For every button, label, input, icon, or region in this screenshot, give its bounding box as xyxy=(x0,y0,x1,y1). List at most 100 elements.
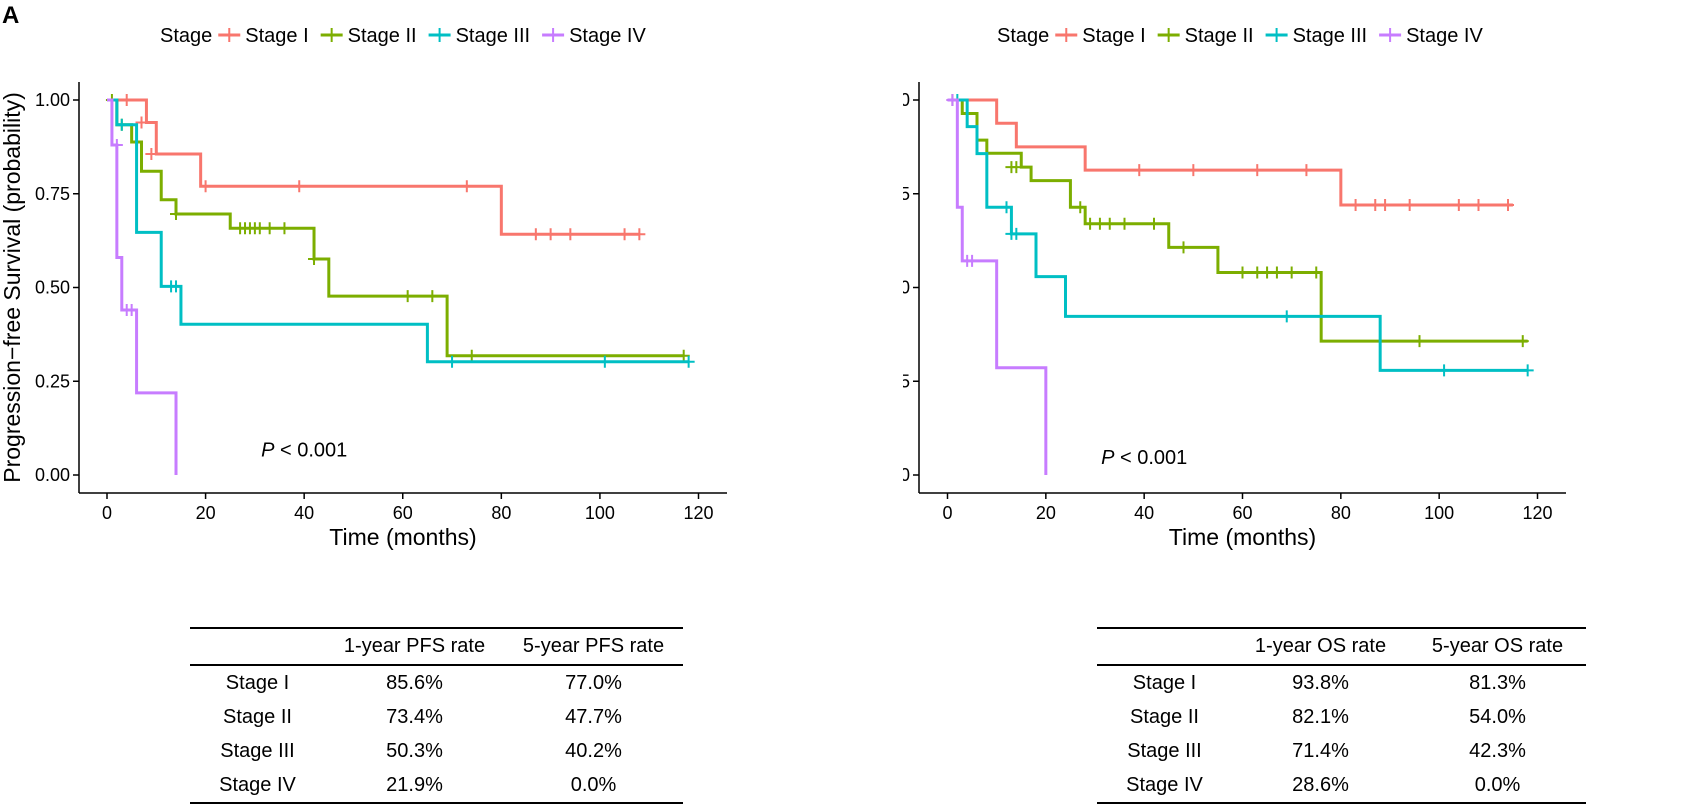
censor-mark xyxy=(199,180,212,193)
censor-mark xyxy=(426,290,439,303)
legend-label: Stage II xyxy=(348,25,417,47)
table-header-cell: 1-year OS rate xyxy=(1254,635,1387,657)
x-tick-label: 100 xyxy=(585,503,615,523)
legend-label: Stage II xyxy=(1185,25,1254,47)
p-value-symbol: P xyxy=(261,439,275,461)
table-cell: 93.8% xyxy=(1292,671,1349,694)
censor-mark xyxy=(1403,199,1416,211)
censor-mark xyxy=(1103,217,1116,230)
censor-mark xyxy=(682,355,695,368)
legend-title: Stage xyxy=(160,25,212,47)
table-cell: 40.2% xyxy=(565,739,622,762)
series-stage-iii xyxy=(947,94,1534,377)
censor-mark xyxy=(1521,364,1534,377)
censor-mark xyxy=(1236,266,1249,279)
table-row: Stage IV 21.9% 0.0% xyxy=(190,768,683,803)
censor-mark xyxy=(529,228,542,241)
legend-label: Stage III xyxy=(456,25,531,47)
table-header-cell xyxy=(190,628,325,665)
x-tick-label: 60 xyxy=(393,503,413,523)
censor-mark xyxy=(1010,227,1023,240)
table-row: Stage II 82.1% 54.0% xyxy=(1097,700,1586,734)
table-cell: 73.4% xyxy=(386,705,443,728)
table-row: Stage IV 28.6% 0.0% xyxy=(1097,768,1586,803)
legend-label: Stage I xyxy=(245,25,308,47)
censor-mark xyxy=(278,222,291,235)
censor-mark xyxy=(446,355,459,368)
table-cell: 21.9% xyxy=(386,773,443,796)
table-row: Stage I 85.6% 77.0% xyxy=(190,665,683,700)
censor-mark xyxy=(1413,335,1426,348)
censor-mark xyxy=(1502,199,1514,211)
censor-mark xyxy=(544,228,557,241)
censor-mark xyxy=(1118,217,1131,230)
legend-label: Stage III xyxy=(1293,25,1368,47)
table-cell: 54.0% xyxy=(1469,705,1526,728)
censor-mark xyxy=(1187,164,1200,177)
p-value-symbol: P xyxy=(1101,447,1115,469)
y-tick-label: 0.00 xyxy=(903,465,910,485)
series-stage-iv xyxy=(107,98,178,475)
censor-mark xyxy=(460,180,473,193)
x-tick-label: 100 xyxy=(1424,503,1454,523)
km-curve xyxy=(107,98,178,475)
table-cell: 42.3% xyxy=(1469,739,1526,762)
table-header-cell: 5-year PFS rate xyxy=(522,635,665,657)
pfs-rate-table: 1-year PFS rate 5-year PFS rate Stage I … xyxy=(190,627,683,804)
pfs-chart: A Stage Stage I Stage II Stage III Stage IV 0.… xyxy=(0,2,727,550)
y-axis-title: Progression−free Survival (probability) xyxy=(0,92,25,483)
table-cell: Stage III xyxy=(1127,739,1202,762)
os-rate-table: 1-year OS rate 5-year OS rate Stage I 93… xyxy=(1097,627,1586,804)
km-curve xyxy=(947,98,1513,207)
legend-item-stage-iv: Stage IV xyxy=(542,25,646,47)
y-tick-label: 0.75 xyxy=(903,184,910,204)
censor-mark xyxy=(1516,335,1529,348)
y-tick-label: 1.00 xyxy=(35,90,70,110)
censor-mark xyxy=(1472,199,1485,211)
censor-mark xyxy=(465,349,478,362)
y-tick-label: 0.25 xyxy=(35,371,70,391)
table-header-row: 1-year OS rate 5-year OS rate xyxy=(1097,628,1586,665)
series-stage-iii xyxy=(107,98,695,368)
censor-mark xyxy=(633,228,646,241)
x-axis-title: Time (months) xyxy=(329,524,476,550)
censor-mark xyxy=(170,280,183,293)
km-curve xyxy=(107,98,640,236)
y-tick-label: 1.00 xyxy=(903,90,910,110)
table-header-cell: 1-year PFS rate xyxy=(343,635,486,657)
censor-mark xyxy=(293,180,306,193)
table-cell: Stage I xyxy=(1132,671,1197,694)
censor-mark xyxy=(598,355,611,368)
table-cell: 85.6% xyxy=(386,671,443,694)
table-cell: 50.3% xyxy=(386,739,443,762)
censor-mark xyxy=(1438,364,1451,377)
table-row: Stage III 50.3% 40.2% xyxy=(190,734,683,768)
censor-mark xyxy=(135,116,148,129)
table-header-cell: 5-year OS rate xyxy=(1431,635,1564,657)
x-tick-label: 0 xyxy=(102,503,112,523)
censor-mark xyxy=(1349,199,1362,211)
censor-mark xyxy=(115,118,128,131)
table-row: Stage I 93.8% 81.3% xyxy=(1097,665,1586,700)
censor-mark xyxy=(110,139,123,151)
legend-item-stage-iv: Stage IV xyxy=(1379,25,1483,47)
legend-item-stage-ii: Stage II xyxy=(1157,25,1254,47)
y-tick-label: 0.75 xyxy=(35,184,70,204)
legend-item-stage-i: Stage I xyxy=(1055,25,1146,47)
censor-mark xyxy=(1133,164,1146,177)
table-row: Stage II 73.4% 47.7% xyxy=(190,700,683,734)
censor-mark xyxy=(1148,217,1160,230)
censor-mark xyxy=(1000,201,1013,214)
censor-mark xyxy=(564,228,577,241)
censor-mark xyxy=(1074,201,1087,214)
table-cell: Stage IV xyxy=(1126,773,1203,796)
series-stage-i xyxy=(947,98,1514,211)
censor-mark xyxy=(263,222,276,235)
censor-mark xyxy=(1310,266,1323,279)
censor-mark xyxy=(966,254,979,267)
legend-label: Stage IV xyxy=(569,25,646,47)
series-stage-ii xyxy=(105,94,690,362)
x-tick-label: 80 xyxy=(1331,503,1351,523)
table-cell: 28.6% xyxy=(1292,773,1349,796)
